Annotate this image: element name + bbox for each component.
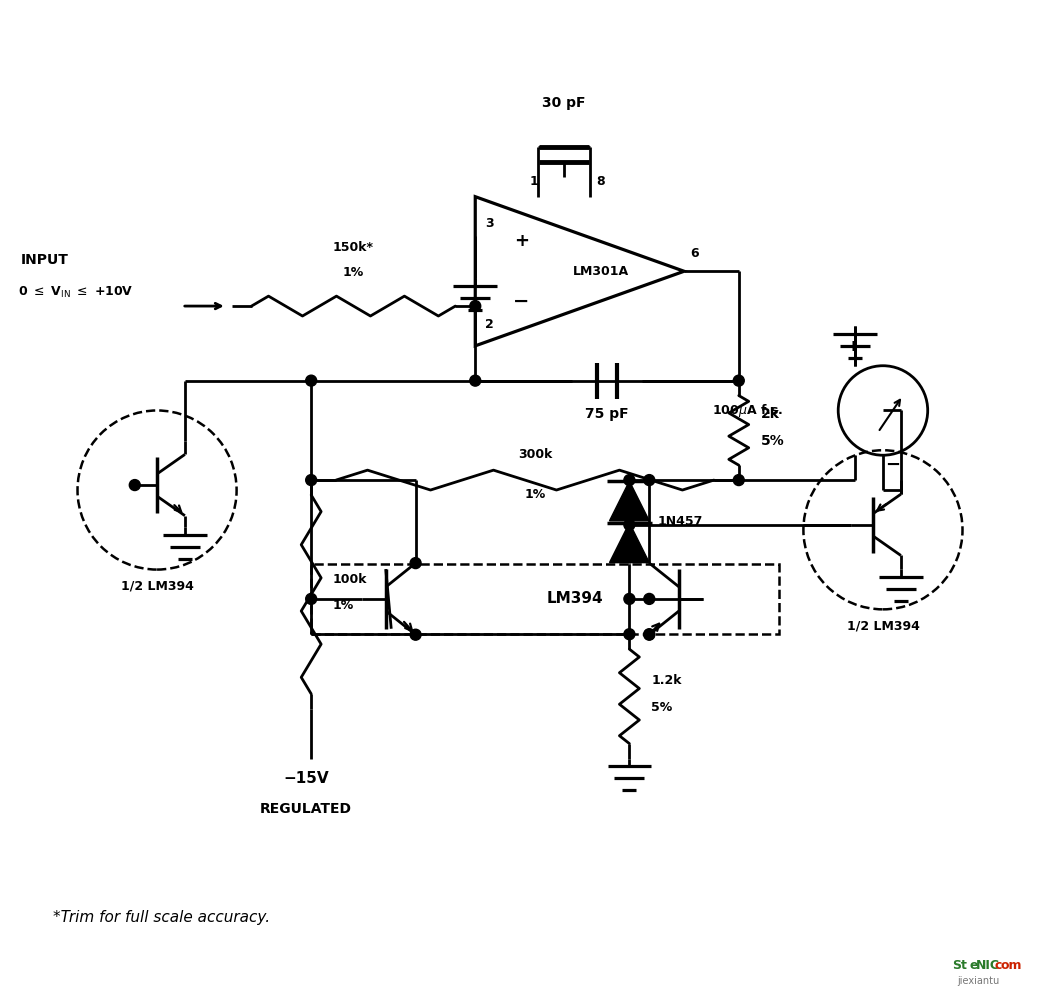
Text: REGULATED: REGULATED [260, 802, 352, 816]
Circle shape [129, 479, 141, 490]
Polygon shape [610, 481, 649, 521]
Text: St: St [952, 959, 967, 972]
Text: 1/2 LM394: 1/2 LM394 [121, 579, 194, 592]
Text: 3: 3 [486, 217, 494, 230]
Circle shape [411, 630, 421, 641]
Text: 1: 1 [530, 175, 539, 188]
Text: om: om [1000, 959, 1022, 972]
Text: LM394: LM394 [546, 591, 603, 607]
Circle shape [644, 593, 654, 604]
Circle shape [470, 375, 480, 386]
Text: 0 $\leq$ V$_{\rm IN}$ $\leq$ +10V: 0 $\leq$ V$_{\rm IN}$ $\leq$ +10V [18, 285, 133, 300]
Text: c: c [994, 959, 1001, 972]
Text: +: + [514, 233, 528, 250]
Circle shape [305, 593, 317, 604]
Text: −: − [886, 456, 900, 474]
Circle shape [624, 629, 635, 640]
Circle shape [644, 630, 654, 641]
Text: 150k*: 150k* [333, 242, 374, 254]
Text: 1%: 1% [343, 266, 364, 279]
Polygon shape [610, 523, 649, 562]
Text: 8: 8 [596, 175, 604, 188]
Text: 100k: 100k [333, 572, 368, 585]
Text: −15V: −15V [283, 771, 329, 786]
Circle shape [305, 375, 317, 386]
Circle shape [470, 301, 480, 312]
Bar [312, 563, 778, 635]
Text: 75 pF: 75 pF [586, 408, 628, 422]
Text: 5%: 5% [761, 435, 785, 448]
Text: e: e [969, 959, 978, 972]
Text: INPUT: INPUT [21, 253, 69, 267]
Text: 100$\mu$A f.s.: 100$\mu$A f.s. [713, 402, 784, 419]
Text: 1%: 1% [524, 488, 546, 501]
Text: 2k: 2k [761, 408, 779, 422]
Circle shape [411, 557, 421, 568]
Text: LM301A: LM301A [572, 264, 628, 278]
Text: jiexiantu: jiexiantu [958, 976, 999, 986]
Text: 1N457: 1N457 [658, 516, 702, 529]
Circle shape [624, 474, 635, 485]
Text: −: − [513, 292, 529, 311]
Circle shape [305, 474, 317, 485]
Circle shape [734, 474, 744, 485]
Text: NIC: NIC [975, 959, 999, 972]
Circle shape [734, 375, 744, 386]
Text: 2: 2 [486, 318, 494, 331]
Circle shape [624, 593, 635, 604]
Text: 30 pF: 30 pF [542, 96, 586, 110]
Circle shape [624, 520, 635, 531]
Text: 5%: 5% [651, 701, 672, 714]
Text: 1/2 LM394: 1/2 LM394 [846, 619, 919, 633]
Text: 300k: 300k [518, 448, 552, 461]
Text: 1.2k: 1.2k [651, 674, 681, 687]
Text: +: + [847, 339, 860, 353]
Circle shape [644, 474, 654, 485]
Text: 6: 6 [690, 248, 699, 260]
Text: 1%: 1% [333, 599, 354, 613]
Circle shape [644, 629, 654, 640]
Text: *Trim for full scale accuracy.: *Trim for full scale accuracy. [53, 910, 270, 925]
